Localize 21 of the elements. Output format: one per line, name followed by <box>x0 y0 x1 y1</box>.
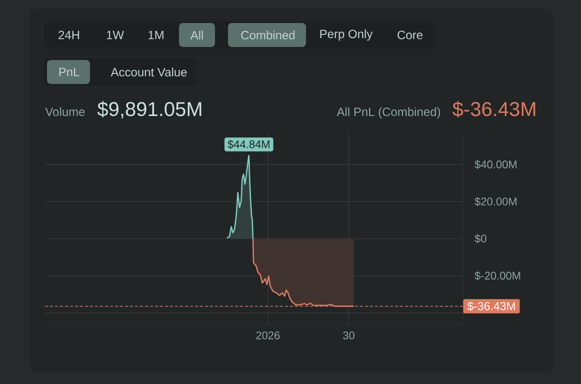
text: $9,891.05M <box>97 101 202 119</box>
text: All <box>190 30 203 40</box>
text: Perp Only <box>320 29 373 41</box>
text: Volume <box>45 107 85 116</box>
text: All PnL (Combined) <box>336 107 440 118</box>
text: 1M <box>148 30 164 40</box>
text: PnL <box>59 68 80 76</box>
y-tick-label: $-20.00M <box>474 271 520 280</box>
y-tick-label: $40.00M <box>474 160 516 169</box>
text: Account Value <box>110 68 187 76</box>
text: 24H <box>58 30 80 40</box>
y-tick-label: $0 <box>474 234 486 244</box>
text: Combined <box>241 30 295 40</box>
annotation: $44.84M <box>228 140 270 149</box>
ref-line-label: $-36.43M <box>467 302 515 311</box>
x-tick-label: 30 <box>343 332 354 340</box>
text: $-36.43M <box>452 101 536 118</box>
text: Core <box>398 30 422 40</box>
text: 1W <box>106 30 124 40</box>
x-tick-label: 2026 <box>256 332 280 340</box>
y-tick-label: $20.00M <box>474 197 516 206</box>
